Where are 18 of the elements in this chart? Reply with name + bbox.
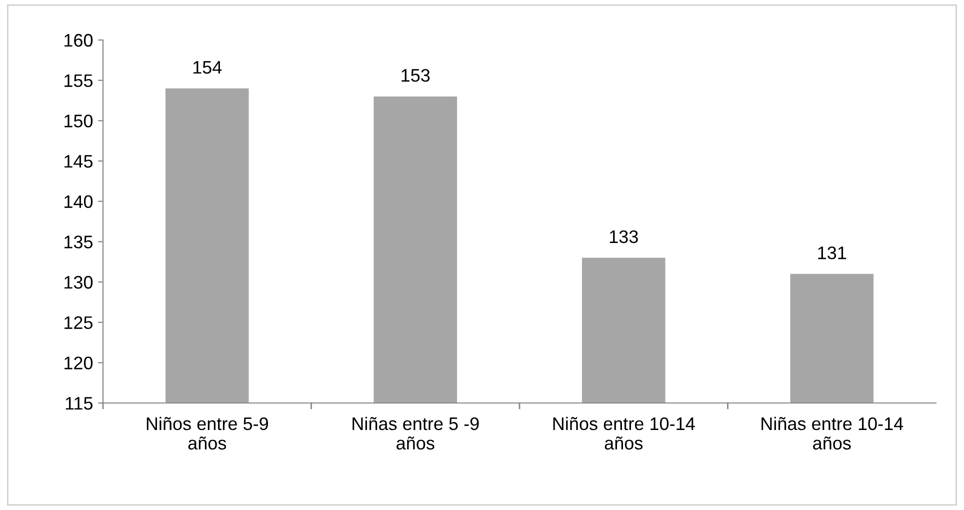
y-tick-label: 115 xyxy=(66,397,93,410)
data-label: 131 xyxy=(818,246,846,260)
x-tick-label: Niños entre 5-9 años xyxy=(146,416,268,450)
x-tick-label: Niños entre 10-14 años xyxy=(553,416,695,450)
y-tick-label: 135 xyxy=(64,236,93,248)
y-tick-label: 150 xyxy=(64,114,93,128)
y-tick-label: 120 xyxy=(64,356,93,370)
y-tick-label: 145 xyxy=(64,155,93,168)
y-tick-label: 160 xyxy=(64,34,93,47)
x-tick-label: Niñas entre 10-14 años xyxy=(762,416,904,450)
y-tick-label: 155 xyxy=(64,74,93,88)
data-label: 133 xyxy=(610,230,638,244)
y-tick-label: 140 xyxy=(64,195,93,208)
y-tick-label: 125 xyxy=(64,316,93,330)
x-tick-label: Niñas entre 5 -9 años xyxy=(352,416,479,450)
y-tick-label: 130 xyxy=(64,276,93,289)
data-label: 154 xyxy=(193,61,222,74)
data-label: 153 xyxy=(402,69,430,82)
